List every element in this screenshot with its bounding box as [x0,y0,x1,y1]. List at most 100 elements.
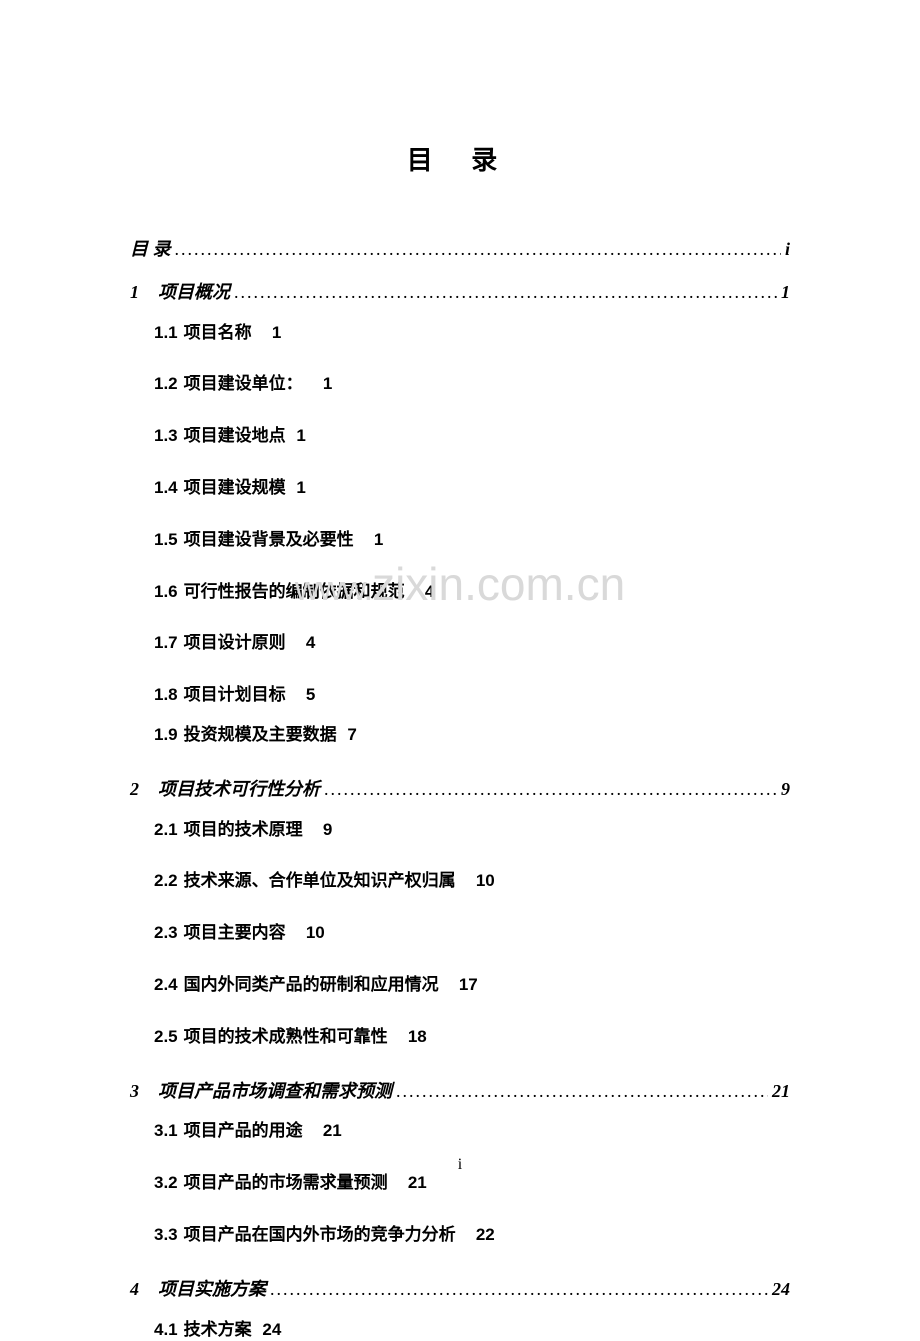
toc-leader [396,1077,768,1106]
toc-subsection: 3.1项目产品的用途 21 [154,1119,790,1143]
toc-sub-number: 1.3 [154,426,178,445]
toc-section-page: 24 [772,1275,790,1304]
toc-sub-page: 1 [323,374,332,393]
toc-sub-page: 7 [347,725,356,744]
toc-section: 1项目概况1 [130,278,790,307]
toc-sub-page: 17 [459,975,478,994]
toc-spacer [388,1027,402,1046]
toc-section-number: 1 [130,278,158,307]
toc-sub-label: 项目的技术原理 [184,820,303,839]
toc-sub-page: 10 [476,871,495,890]
toc-sub-number: 3.1 [154,1121,178,1140]
toc-subsection: 3.3 项目产品在国内外市场的竞争力分析 22 [154,1223,790,1247]
toc-container: 目 录i1项目概况11.1项目名称 11.2项目建设单位： 11.3项目建设地点… [130,235,790,1341]
toc-sub-label: 项目主要内容 [184,923,286,942]
toc-section-label: 项目产品市场调查和需求预测 [158,1077,392,1106]
toc-section-page: 9 [781,775,790,804]
toc-section-page: 1 [781,278,790,307]
toc-sub-page: 1 [374,530,383,549]
toc-sub-number: 2.1 [154,820,178,839]
toc-sub-label: 项目计划目标 [184,685,286,704]
toc-spacer [252,323,266,342]
toc-sub-page: 1 [296,478,305,497]
toc-section: 2项目技术可行性分析9 [130,775,790,804]
toc-subsection: 1.1 项目名称 1 [154,321,790,345]
toc-spacer [405,582,419,601]
toc-spacer [303,374,317,393]
toc-sub-number: 1.1 [154,323,178,342]
toc-subsection: 2.1 项目的技术原理 9 [154,818,790,842]
toc-spacer [286,685,300,704]
toc-sub-label: 可行性报告的编制依据和规范 [184,582,405,601]
toc-subsection: 4.1技术方案 24 [154,1318,790,1341]
toc-section-number: 3 [130,1077,158,1106]
toc-sub-label: 项目设计原则 [184,633,286,652]
toc-sub-page: 21 [323,1121,342,1140]
toc-section-number: 4 [130,1275,158,1304]
toc-sub-page: 21 [408,1173,427,1192]
toc-sub-label: 技术来源、合作单位及知识产权归属 [184,871,456,890]
toc-sub-label: 项目产品的市场需求量预测 [184,1173,388,1192]
toc-sub-label: 项目产品在国内外市场的竞争力分析 [184,1225,456,1244]
toc-spacer [286,426,291,445]
toc-leader [175,235,781,264]
toc-sub-number: 3.3 [154,1225,178,1244]
toc-subsection: 1.9 投资规模及主要数据 7 [154,723,790,747]
toc-sub-page: 4 [425,582,434,601]
toc-sub-label: 项目建设背景及必要性 [184,530,354,549]
toc-subsection: 2.2技术来源、合作单位及知识产权归属 10 [154,869,790,893]
toc-sub-number: 1.9 [154,725,178,744]
toc-spacer [252,1320,257,1339]
toc-spacer [286,633,300,652]
toc-leader [234,278,777,307]
toc-sub-page: 10 [306,923,325,942]
toc-sub-page: 5 [306,685,315,704]
toc-sub-number: 4.1 [154,1320,178,1339]
toc-sub-number: 2.5 [154,1027,178,1046]
toc-sub-number: 1.8 [154,685,178,704]
toc-spacer [439,975,453,994]
toc-subsection: 1.3 项目建设地点 1 [154,424,790,448]
toc-sub-number: 1.6 [154,582,178,601]
toc-spacer [456,1225,470,1244]
toc-sub-number: 1.4 [154,478,178,497]
toc-sub-label: 项目建设地点 [184,426,286,445]
toc-sub-label: 项目名称 [184,323,252,342]
toc-subsection: 1.4 项目建设规模 1 [154,476,790,500]
toc-sub-page: 24 [262,1320,281,1339]
toc-section-number: 2 [130,775,158,804]
toc-section-label: 项目实施方案 [158,1275,266,1304]
toc-subsection: 2.5 项目的技术成熟性和可靠性 18 [154,1025,790,1049]
toc-spacer [337,725,342,744]
toc-subsection: 2.4 国内外同类产品的研制和应用情况 17 [154,973,790,997]
toc-spacer [456,871,470,890]
toc-section-label: 目 录 [130,235,171,264]
toc-sub-page: 22 [476,1225,495,1244]
toc-sub-label: 项目建设规模 [184,478,286,497]
page-number: i [0,1156,920,1174]
toc-spacer [303,1121,317,1140]
toc-sub-page: 18 [408,1027,427,1046]
page-title: 目 录 [130,140,790,177]
toc-section-page: i [785,235,790,264]
toc-subsection: 3.2项目产品的市场需求量预测 21 [154,1171,790,1195]
toc-sub-number: 2.4 [154,975,178,994]
toc-subsection: 1.2项目建设单位： 1 [154,372,790,396]
toc-sub-page: 9 [323,820,332,839]
toc-section: 3项目产品市场调查和需求预测21 [130,1077,790,1106]
toc-sub-label: 投资规模及主要数据 [184,725,337,744]
toc-sub-page: 4 [306,633,315,652]
toc-spacer [388,1173,402,1192]
toc-subsection: 1.6 可行性报告的编制依据和规范 4 [154,580,790,604]
toc-sub-label: 国内外同类产品的研制和应用情况 [184,975,439,994]
toc-section: 目 录i [130,235,790,264]
toc-spacer [354,530,368,549]
toc-section: 4项目实施方案 24 [130,1275,790,1304]
toc-spacer [286,478,291,497]
toc-sub-page: 1 [272,323,281,342]
toc-sub-number: 1.7 [154,633,178,652]
toc-sub-label: 项目的技术成熟性和可靠性 [184,1027,388,1046]
toc-sub-page: 1 [296,426,305,445]
toc-sub-label: 项目建设单位： [184,374,303,393]
toc-spacer [303,820,317,839]
